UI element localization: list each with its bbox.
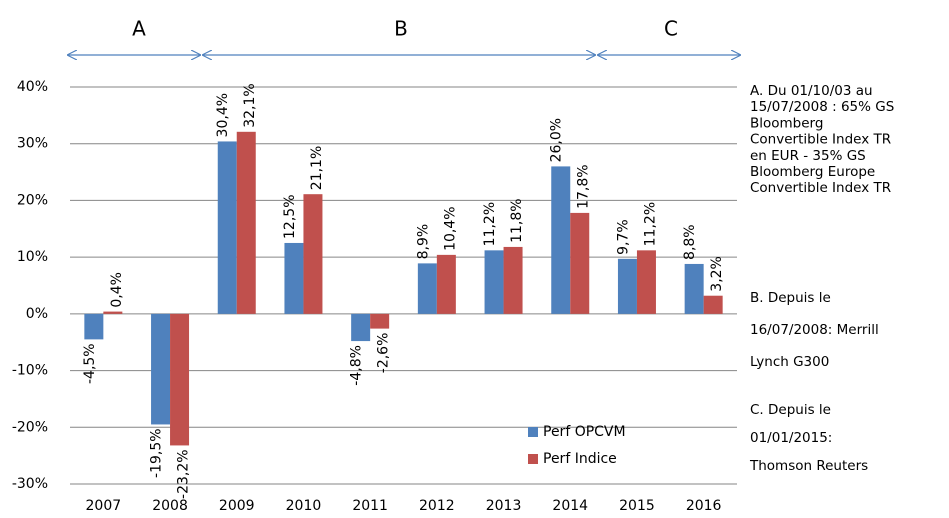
bar (503, 246, 523, 314)
bar (636, 250, 656, 314)
data-label: 8,8% (682, 224, 698, 260)
bar (417, 263, 437, 314)
legend-label: Perf OPCVM (543, 424, 626, 440)
y-tick-label: -20% (12, 419, 48, 435)
x-tick-label: 2013 (486, 498, 522, 514)
x-tick-label: 2010 (286, 498, 322, 514)
legend-swatch (528, 454, 538, 464)
bar (370, 313, 390, 329)
period-label: C (664, 17, 678, 41)
data-label: -2,6% (376, 333, 392, 374)
data-label: 8,9% (415, 224, 431, 260)
data-label: 11,2% (642, 202, 658, 246)
y-tick-label: -10% (12, 363, 48, 379)
x-tick-label: 2016 (686, 498, 722, 514)
note-line: 01/01/2015: (750, 430, 832, 446)
note-line: 15/07/2008 : 65% GS (750, 99, 894, 115)
data-label: 26,0% (549, 118, 565, 162)
legend-swatch (528, 427, 538, 437)
bar (570, 212, 590, 314)
data-label: 30,4% (215, 93, 231, 137)
note-line: Convertible Index TR (750, 180, 891, 196)
data-label: 12,5% (282, 194, 298, 238)
x-tick-label: 2011 (352, 498, 388, 514)
bar (151, 313, 171, 425)
period-label: B (394, 17, 408, 41)
note-line: Bloomberg Europe (750, 164, 875, 180)
bar (436, 254, 456, 314)
data-label: 9,7% (615, 219, 631, 255)
bar (103, 311, 123, 314)
y-tick-label: -30% (12, 476, 48, 492)
legend-label: Perf Indice (543, 451, 617, 467)
bar (617, 258, 637, 314)
bar (703, 295, 723, 314)
period-label: A (132, 17, 146, 41)
bar (236, 131, 256, 314)
bar (551, 166, 571, 314)
x-tick-label: 2007 (86, 498, 122, 514)
bar (684, 263, 704, 314)
bar (217, 141, 237, 314)
x-tick-label: 2015 (619, 498, 655, 514)
bar (303, 194, 323, 314)
data-label: 0,4% (109, 272, 125, 308)
note-line: Lynch G300 (750, 354, 829, 370)
y-tick-label: 20% (17, 192, 48, 208)
bar (170, 313, 190, 446)
data-label: 11,8% (509, 198, 525, 242)
x-tick-label: 2009 (219, 498, 255, 514)
y-tick-label: 40% (17, 79, 48, 95)
x-tick-label: 2012 (419, 498, 455, 514)
data-label: 10,4% (442, 206, 458, 250)
data-label: -4,8% (349, 345, 365, 386)
note-line: en EUR - 35% GS (750, 148, 866, 164)
bar (351, 313, 371, 342)
note-line: Thomson Reuters (749, 458, 868, 474)
data-label: -23,2% (176, 449, 192, 499)
note-line: C. Depuis le (750, 402, 831, 418)
bar (84, 313, 104, 340)
x-tick-label: 2014 (552, 498, 588, 514)
note-line: B. Depuis le (750, 290, 831, 306)
data-label: -19,5% (149, 428, 165, 478)
y-tick-label: 10% (17, 249, 48, 265)
note-line: Convertible Index TR (750, 132, 891, 148)
note-line: 16/07/2008: Merrill (750, 322, 879, 338)
y-tick-label: 0% (26, 306, 48, 322)
bar (284, 242, 304, 314)
data-label: 21,1% (309, 146, 325, 190)
note-line: Bloomberg (750, 115, 823, 131)
data-label: -4,5% (82, 343, 98, 384)
data-label: 3,2% (709, 256, 725, 292)
data-label: 11,2% (482, 202, 498, 246)
data-label: 17,8% (576, 164, 592, 208)
x-tick-label: 2008 (152, 498, 188, 514)
y-tick-label: 30% (17, 136, 48, 152)
data-label: 32,1% (242, 83, 258, 127)
note-line: A. Du 01/10/03 au (750, 83, 873, 99)
bar (484, 250, 504, 314)
